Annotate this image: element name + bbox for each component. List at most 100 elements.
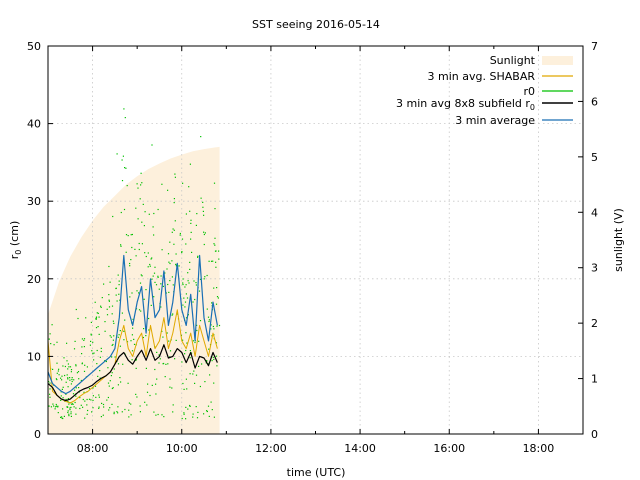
r0-point — [49, 382, 51, 384]
r0-point — [123, 108, 125, 110]
r0-point — [143, 225, 145, 227]
r0-point — [195, 282, 197, 284]
r0-point — [164, 376, 166, 378]
r0-point — [113, 368, 115, 370]
r0-point — [216, 287, 218, 289]
r0-point — [210, 260, 213, 262]
r0-point — [57, 406, 59, 408]
legend-swatch-sunlight — [542, 56, 573, 65]
r0-point — [154, 266, 156, 268]
r0-point — [106, 399, 108, 401]
r0-point — [84, 364, 86, 366]
r0-point — [49, 396, 51, 398]
r0-point — [93, 352, 95, 354]
r0-point — [68, 413, 70, 415]
r0-point — [190, 231, 192, 233]
r0-point — [61, 375, 63, 377]
y2-tick-label: 1 — [591, 373, 598, 386]
legend-label-shabar: 3 min avg. SHABAR — [428, 70, 536, 83]
r0-point — [81, 346, 83, 348]
r0-point — [56, 341, 58, 343]
r0-point — [74, 401, 76, 404]
r0-point — [175, 339, 177, 341]
r0-point — [200, 136, 202, 138]
r0-point — [216, 365, 218, 367]
r0-point — [121, 180, 124, 182]
r0-point — [181, 361, 183, 363]
y-tick-label: 40 — [27, 118, 41, 131]
r0-point — [119, 345, 121, 347]
r0-point — [90, 333, 92, 335]
r0-point — [121, 312, 123, 314]
r0-point — [147, 252, 149, 254]
r0-point — [145, 289, 147, 291]
r0-point — [203, 233, 205, 236]
r0-point — [126, 341, 129, 343]
r0-point — [196, 324, 198, 326]
r0-point — [208, 415, 210, 417]
r0-point — [78, 378, 80, 380]
r0-point — [172, 284, 174, 286]
r0-point — [156, 351, 158, 353]
r0-point — [189, 350, 191, 352]
r0-point — [108, 299, 110, 301]
r0-point — [80, 404, 82, 406]
r0-point — [166, 332, 168, 334]
r0-point — [189, 357, 191, 359]
r0-point — [86, 413, 88, 415]
r0-point — [118, 280, 120, 282]
r0-point — [134, 248, 136, 250]
r0-point — [183, 412, 185, 414]
r0-point — [160, 275, 162, 277]
r0-point — [144, 211, 146, 213]
r0-point — [218, 324, 221, 327]
r0-point — [56, 372, 58, 374]
r0-point — [197, 411, 199, 413]
r0-point — [92, 341, 94, 343]
r0-point — [69, 407, 71, 409]
r0-point — [124, 117, 126, 119]
r0-point — [211, 302, 213, 304]
r0-point — [207, 405, 210, 407]
r0-point — [155, 284, 158, 286]
r0-point — [125, 167, 127, 169]
r0-point — [67, 378, 69, 380]
r0-point — [178, 265, 180, 267]
r0-point — [60, 395, 62, 397]
r0-point — [136, 396, 138, 398]
r0-point — [101, 297, 103, 299]
r0-point — [149, 263, 151, 266]
r0-point — [141, 275, 143, 277]
r0-point — [117, 406, 119, 408]
r0-point — [179, 234, 181, 236]
r0-point — [110, 336, 112, 338]
r0-point — [212, 325, 214, 328]
r0-point — [150, 304, 152, 306]
r0-point — [167, 363, 169, 365]
r0-point — [166, 268, 168, 270]
r0-point — [138, 248, 140, 251]
r0-point — [215, 303, 218, 305]
r0-point — [148, 317, 150, 320]
r0-point — [85, 317, 87, 319]
r0-point — [169, 241, 171, 243]
r0-point — [145, 255, 147, 258]
r0-point — [171, 387, 173, 389]
r0-point — [66, 360, 68, 362]
y-axis-title-subscript: 0 — [14, 250, 23, 255]
r0-point — [169, 280, 171, 282]
r0-point — [62, 365, 64, 367]
r0-point — [138, 242, 140, 245]
r0-point — [156, 378, 158, 380]
r0-point — [189, 163, 191, 165]
r0-point — [107, 367, 109, 369]
r0-point — [132, 318, 134, 320]
r0-point — [165, 363, 167, 365]
r0-point — [56, 362, 58, 364]
r0-point — [99, 370, 101, 372]
r0-point — [138, 292, 140, 294]
r0-point — [128, 416, 130, 418]
r0-point — [108, 300, 110, 302]
r0-point — [171, 276, 173, 278]
r0-point — [203, 413, 205, 415]
